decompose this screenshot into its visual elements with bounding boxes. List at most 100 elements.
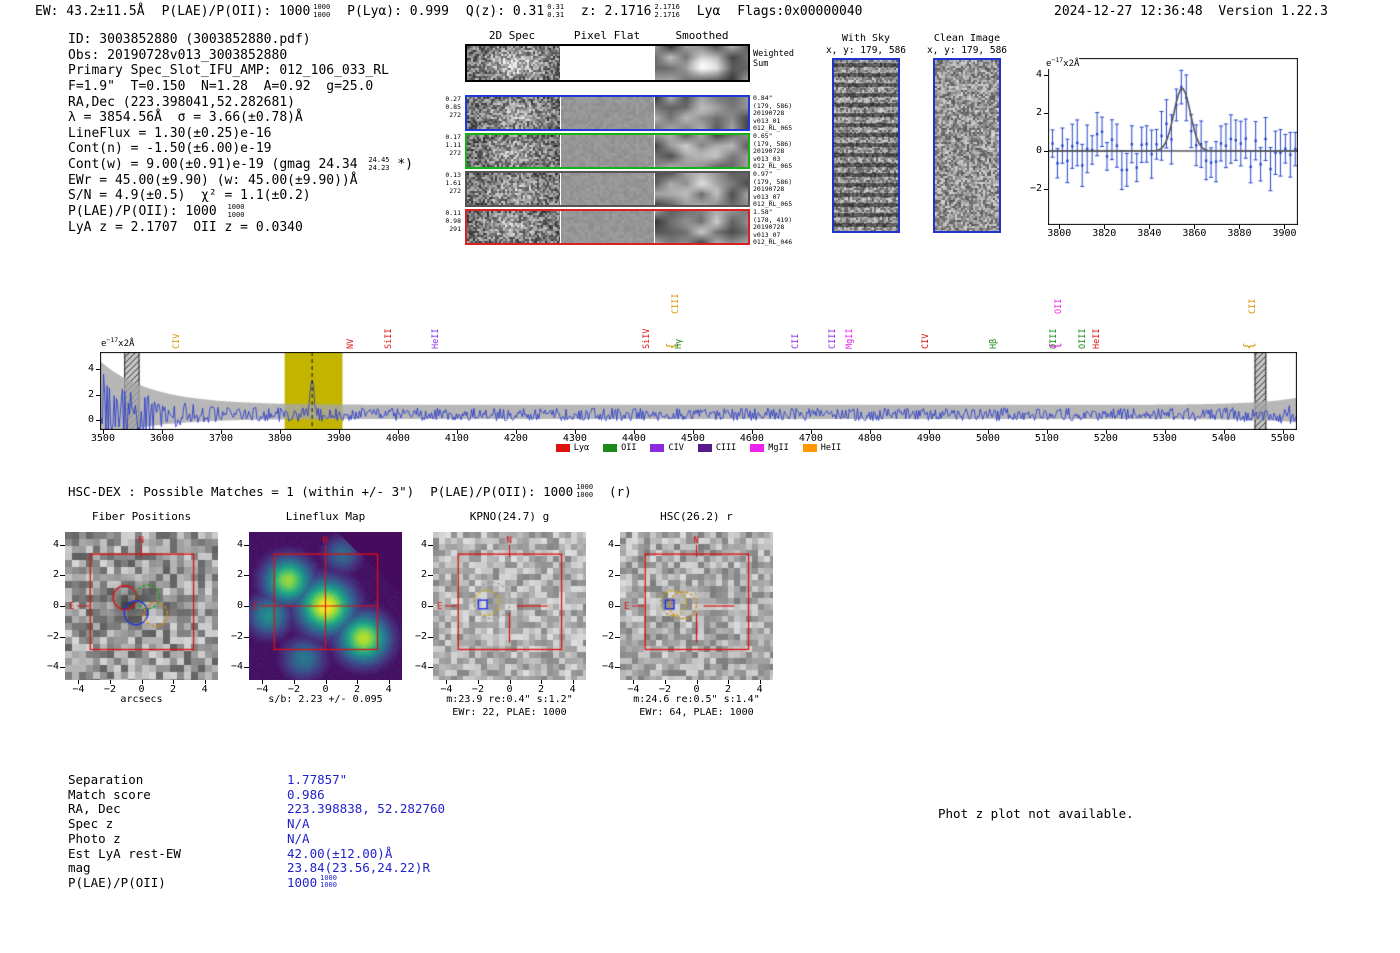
info-line-5-seg-0-text: λ = 3854.56Å σ = 3.66(±0.78)Å xyxy=(68,110,303,126)
match-table-label-7: P(LAE)/P(OII) xyxy=(68,874,166,890)
cutout-0-y-tick-label: −4 xyxy=(46,661,59,673)
cutout-2-x-tick-label: −2 xyxy=(471,684,484,695)
stack-part: 24.45 xyxy=(368,156,390,165)
spec2d-smoothed-fiber-2 xyxy=(655,135,748,167)
zoom-y-tick-label: 0 xyxy=(1035,144,1042,156)
spectrum-x-tick-mark xyxy=(102,430,104,434)
cutout-0-x-tick-label: −2 xyxy=(103,684,116,695)
report-version: Version 1.22.3 xyxy=(1218,4,1328,19)
info-line-11-seg-0-text: P(LAE)/P(OII): 1000 xyxy=(68,204,225,220)
info-line-9-seg-0-text: EWr = 45.00(±9.90) (w: 45.00(±9.90))Å xyxy=(68,172,358,188)
spec2d-pixelflat-fiber-1 xyxy=(561,97,654,129)
info-line-1-seg-0: Obs: 20190728v013_3003852880 xyxy=(68,48,287,64)
cutout-2-y-tick-mark xyxy=(428,544,433,546)
stack-part: 1000 xyxy=(227,203,245,212)
spec2d-annotation: 1.58" xyxy=(753,208,773,216)
spec2d-2dspec-weighted-sum xyxy=(467,46,560,80)
info-line-8: Cont(w) = 9.00(±0.91)e-19 (gmag 24.34 24… xyxy=(68,157,413,173)
hsc-dex-item-1-fraction: 1000 1000 xyxy=(576,483,594,499)
zoom-x-tick-mark xyxy=(1194,225,1196,229)
emission-line-label-CIII-5: CIII xyxy=(671,293,682,314)
withsky-title-text: With Sky xyxy=(841,33,891,44)
match-table-value-6: 23.84(23.56,24.22)R xyxy=(287,860,430,875)
match-table-value-text: 42.00(±12.00)Å xyxy=(287,845,393,861)
legend-label: HeII xyxy=(820,443,842,453)
legend-swatch xyxy=(603,444,618,452)
stack-part: 1000 xyxy=(576,490,594,499)
spectrum-y-tick-label: 0 xyxy=(87,414,94,426)
info-line-5-seg-0: λ = 3854.56Å σ = 3.66(±0.78)Å xyxy=(68,110,303,126)
header-timestamp: 2024-12-27 12:36:48 Version 1.22.3 xyxy=(1054,4,1328,19)
spec2d-annotation: v013_03 xyxy=(753,154,781,163)
cutout-2-x-tick-label: 0 xyxy=(506,684,513,695)
detection-info-block: ID: 3003852880 (3003852880.pdf) Obs: 2019… xyxy=(68,32,413,235)
cutout-xlabel-3: m:24.6 re:0.5" s:1.4" xyxy=(633,694,760,705)
spectrum-y-tick-mark xyxy=(96,420,100,422)
info-line-0-seg-0: ID: 3003852880 (3003852880.pdf) xyxy=(68,32,311,48)
zoom-x-tick-mark xyxy=(1149,225,1151,229)
cutout-3-x-tick-mark xyxy=(696,680,698,684)
header-item-4-fraction: 2.1716 2.1716 xyxy=(655,3,680,19)
spec2d-left-stat: 272 xyxy=(449,187,461,195)
info-line-0: ID: 3003852880 (3003852880.pdf) xyxy=(68,32,413,48)
spectrum-x-tick-label: 4500 xyxy=(680,433,705,444)
spec2d-smoothed-fiber-3 xyxy=(655,173,748,205)
cutout-3-x-tick-mark xyxy=(728,680,730,684)
info-line-3: F=1.9" T=0.150 N=1.28 A=0.92 g=25.0 xyxy=(68,79,413,95)
match-table-label-5: Est LyA rest-EW xyxy=(68,845,181,861)
cutout-2-x-tick-mark xyxy=(509,680,511,684)
stack-part: 1000 xyxy=(320,881,337,890)
spectrum-x-tick-mark xyxy=(1105,430,1107,434)
match-table-value-fraction: 1000 1000 xyxy=(320,874,337,890)
cutout-0-y-tick-mark xyxy=(60,667,65,669)
emission-line-brace-13: { xyxy=(1048,342,1064,350)
header-item-6-text: Flags:0x00000040 xyxy=(737,4,863,19)
spec2d-pixelflat-fiber-2 xyxy=(561,135,654,167)
header-item-3-fraction: 0.31 0.31 xyxy=(547,3,564,19)
spectrum-x-tick-label: 3600 xyxy=(149,433,174,444)
spectrum-x-tick-mark xyxy=(1046,430,1048,434)
spec2d-row-border-fiber-3 xyxy=(465,171,750,207)
legend-swatch xyxy=(802,444,817,452)
cutout-0-x-tick-mark xyxy=(173,680,175,684)
cutout-3-y-tick-mark xyxy=(615,636,620,638)
cutout-3-x-tick-label: 0 xyxy=(693,684,700,695)
spectrum-x-tick-label: 5300 xyxy=(1152,433,1177,444)
emission-line-label-CIII-8: CIII xyxy=(827,328,838,349)
legend-item-Lyα: Lyα xyxy=(555,443,589,453)
cutout-title-0: Fiber Positions xyxy=(91,510,192,523)
info-line-6: LineFlux = 1.30(±0.25)e-16 xyxy=(68,126,413,142)
zoom-y-tick-mark xyxy=(1044,150,1048,152)
cutout-1-y-tick-label: 2 xyxy=(236,569,243,581)
emission-line-zoom-plot xyxy=(1048,58,1298,225)
header-item-6: Flags:0x00000040 xyxy=(737,4,862,19)
spectrum-x-tick-label: 4000 xyxy=(385,433,410,444)
zoom-y-tick-label: −2 xyxy=(1029,182,1042,194)
cutout-3-x-tick-label: 2 xyxy=(725,684,732,695)
exponent-rest: x2Å xyxy=(1063,59,1080,69)
spec2d-annotation: 20190728 xyxy=(753,109,785,118)
spec2d-smoothed-fiber-1 xyxy=(655,97,748,129)
info-line-4: RA,Dec (223.398041,52.282681) xyxy=(68,95,413,111)
cutout-image-1 xyxy=(249,532,402,680)
full-spectrum-plot xyxy=(100,352,1297,430)
match-table-value-4: N/A xyxy=(287,831,310,846)
cutout-0-x-tick-mark xyxy=(204,680,206,684)
cutout-1-x-tick-label: −4 xyxy=(256,684,269,695)
match-table-label-2: RA, Dec xyxy=(68,801,121,817)
match-table-label-6: mag xyxy=(68,860,91,876)
spec2d-col-header-2: Smoothed xyxy=(675,29,729,42)
zoom-y-tick-label: 4 xyxy=(1035,69,1042,81)
legend-label: CIII xyxy=(715,443,737,453)
emission-line-label-MgII-9: MgII xyxy=(845,328,856,349)
cutout-3-x-tick-mark xyxy=(759,680,761,684)
header-item-5: Lyα xyxy=(697,4,720,19)
spec2d-annotation: (179, 586) xyxy=(753,177,793,186)
stack-part: 1000 xyxy=(313,3,331,11)
spectrum-x-tick-label: 4800 xyxy=(857,433,882,444)
info-line-12-seg-0: LyA z = 2.1707 OII z = 0.0340 xyxy=(68,220,303,236)
zoom-y-tick-mark xyxy=(1044,75,1048,77)
header-item-2-text: P(Lyα): 0.999 xyxy=(347,4,449,19)
cutout-1-y-tick-mark xyxy=(244,667,249,669)
